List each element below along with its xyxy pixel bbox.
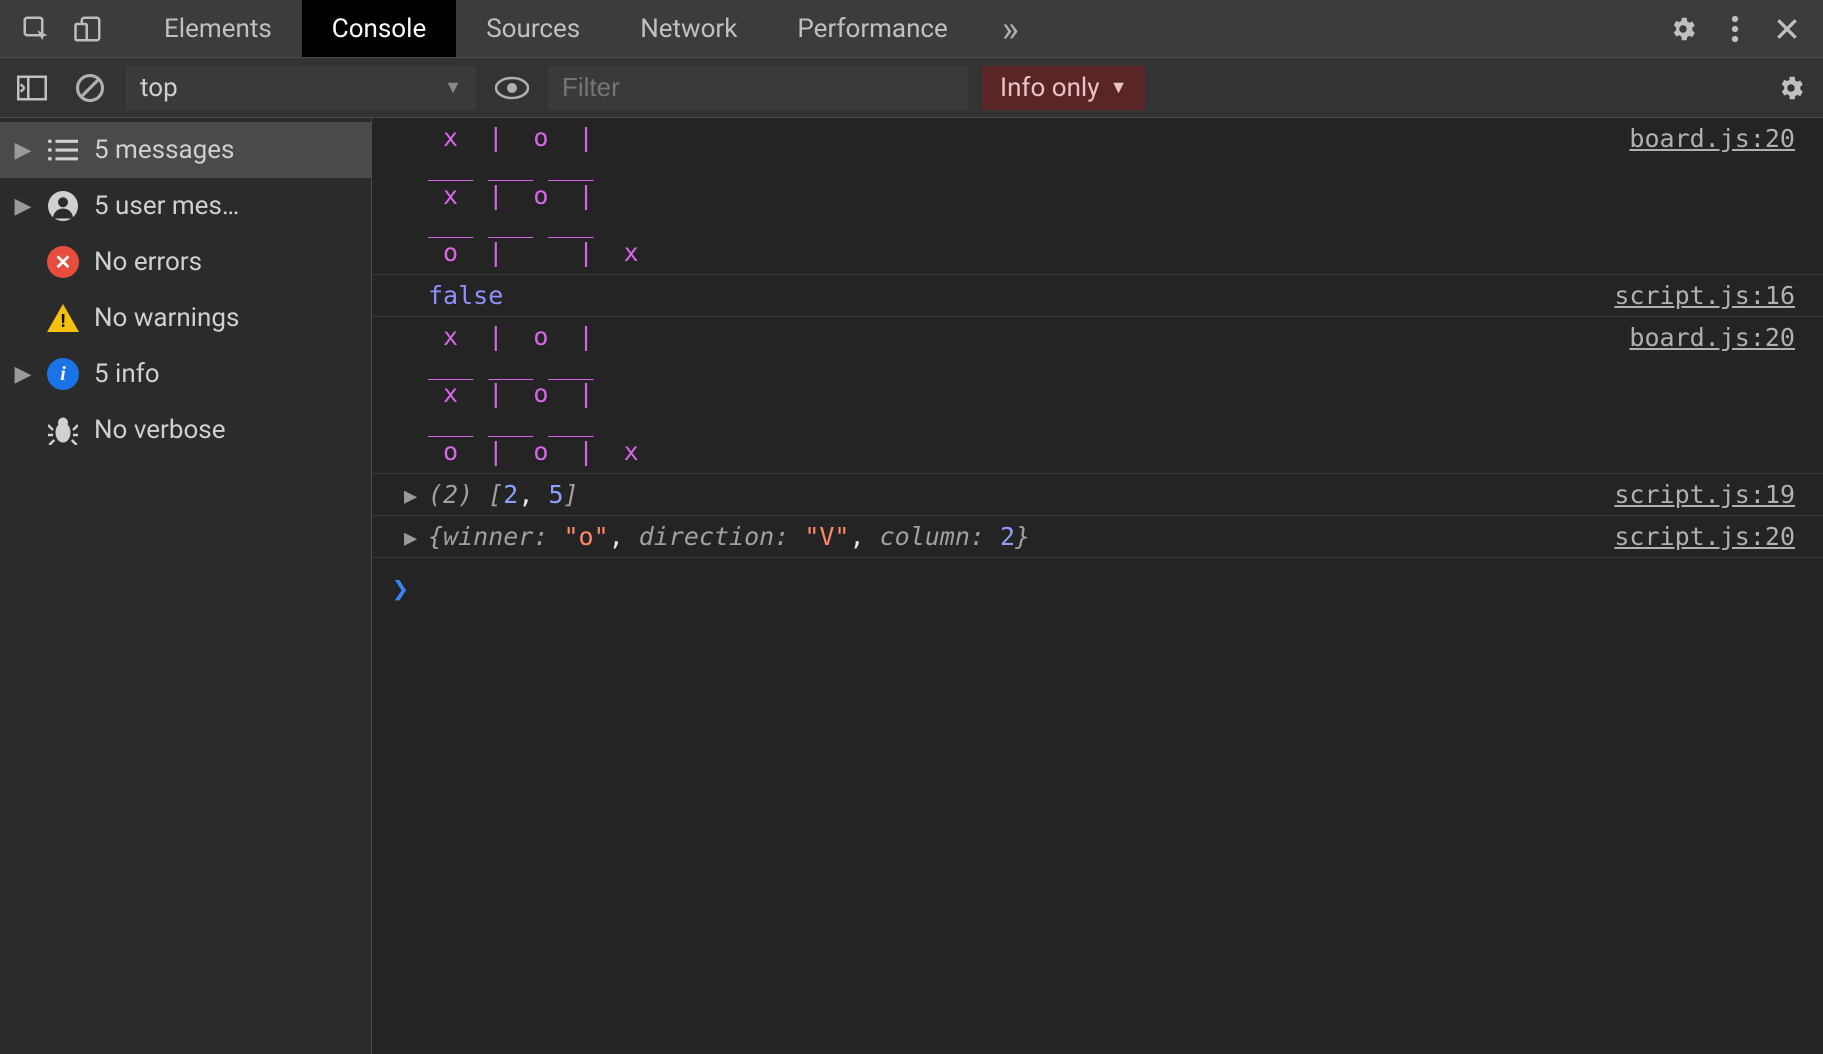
log-value: false (428, 281, 503, 310)
close-icon[interactable] (1761, 3, 1813, 55)
log-object[interactable]: {winner: "o", direction: "V", column: 2} (428, 522, 1030, 551)
console-settings-gear-icon[interactable] (1769, 66, 1813, 110)
log-row: x | o | ___ ___ ___ x | o | ___ ___ ___ … (372, 118, 1823, 274)
log-source-link[interactable]: script.js:16 (1594, 281, 1795, 310)
log-level-label: Info only (1000, 73, 1100, 103)
disclosure-triangle-icon: ▶ (14, 138, 32, 163)
log-row: false script.js:16 (372, 274, 1823, 316)
log-row: ▶ {winner: "o", direction: "V", column: 2… (372, 515, 1823, 557)
sidebar-item-label: 5 info (94, 359, 160, 389)
sidebar-item-label: 5 messages (94, 135, 234, 165)
console-log-area: x | o | ___ ___ ___ x | o | ___ ___ ___ … (372, 118, 1823, 1054)
info-badge-icon: i (46, 357, 80, 391)
sidebar-item-label: No warnings (94, 303, 239, 333)
sidebar-item-warnings[interactable]: ! No warnings (0, 290, 371, 346)
log-board-output: x | o | ___ ___ ___ x | o | ___ ___ ___ … (428, 124, 654, 268)
log-row: ▶ (2) [2, 5] script.js:19 (372, 473, 1823, 515)
disclosure-triangle-icon[interactable]: ▶ (404, 484, 417, 509)
bug-icon (46, 413, 80, 447)
settings-gear-icon[interactable] (1657, 3, 1709, 55)
disclosure-triangle-icon[interactable]: ▶ (404, 526, 417, 551)
chevron-down-icon: ▼ (444, 77, 462, 98)
tabs-overflow-icon[interactable]: » (1002, 8, 1019, 50)
console-sidebar: ▶ 5 messages ▶ 5 user mes… ✕ No errors (0, 118, 372, 1054)
tab-performance[interactable]: Performance (767, 0, 977, 57)
user-icon (46, 189, 80, 223)
prompt-caret-icon: ❯ (392, 572, 409, 605)
sidebar-toggle-icon[interactable] (10, 66, 54, 110)
context-selector[interactable]: top ▼ (126, 66, 476, 110)
sidebar-item-info[interactable]: ▶ i 5 info (0, 346, 371, 402)
kebab-menu-icon[interactable] (1709, 3, 1761, 55)
device-toggle-icon[interactable] (62, 3, 114, 55)
disclosure-triangle-icon: ▶ (14, 362, 32, 387)
clear-console-icon[interactable] (68, 66, 112, 110)
sidebar-item-label: 5 user mes… (94, 191, 239, 221)
log-row: x | o | ___ ___ ___ x | o | ___ ___ ___ … (372, 316, 1823, 473)
sidebar-item-all-messages[interactable]: ▶ 5 messages (0, 122, 371, 178)
console-prompt[interactable]: ❯ (372, 557, 1823, 619)
live-expression-icon[interactable] (490, 66, 534, 110)
log-source-link[interactable]: board.js:20 (1609, 124, 1795, 153)
list-icon (46, 133, 80, 167)
sidebar-item-errors[interactable]: ✕ No errors (0, 234, 371, 290)
error-badge-icon: ✕ (46, 245, 80, 279)
log-source-link[interactable]: board.js:20 (1609, 323, 1795, 352)
context-value: top (140, 73, 178, 103)
warning-badge-icon: ! (46, 301, 80, 335)
tab-network[interactable]: Network (610, 0, 767, 57)
log-source-link[interactable]: script.js:20 (1594, 522, 1795, 551)
sidebar-item-user-messages[interactable]: ▶ 5 user mes… (0, 178, 371, 234)
chevron-down-icon: ▼ (1110, 77, 1128, 98)
log-array[interactable]: (2) [2, 5] (428, 480, 579, 509)
tab-elements[interactable]: Elements (134, 0, 302, 57)
sidebar-item-label: No errors (94, 247, 202, 277)
inspect-icon[interactable] (10, 3, 62, 55)
log-level-selector[interactable]: Info only ▼ (982, 66, 1145, 110)
panel-tabs: Elements Console Sources Network Perform… (134, 0, 978, 57)
console-toolbar: top ▼ Info only ▼ (0, 58, 1823, 118)
sidebar-item-verbose[interactable]: No verbose (0, 402, 371, 458)
tab-console[interactable]: Console (302, 0, 456, 57)
filter-input[interactable] (548, 66, 968, 110)
log-source-link[interactable]: script.js:19 (1594, 480, 1795, 509)
tab-sources[interactable]: Sources (456, 0, 610, 57)
devtools-topbar: Elements Console Sources Network Perform… (0, 0, 1823, 58)
log-board-output: x | o | ___ ___ ___ x | o | ___ ___ ___ … (428, 323, 654, 467)
sidebar-item-label: No verbose (94, 415, 226, 445)
disclosure-triangle-icon: ▶ (14, 194, 32, 219)
